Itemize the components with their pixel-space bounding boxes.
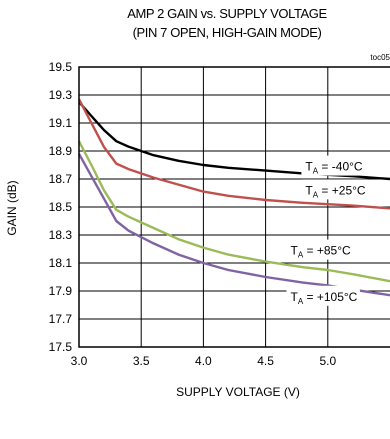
y-tick-label: 19.3 <box>49 88 73 102</box>
series-line-2 <box>77 140 390 283</box>
series-label-bg <box>286 285 360 306</box>
chart-note: toc05 <box>370 53 390 62</box>
series-labels: TA = -40°C TA = +25°C TA = +85°C TA = +105°… <box>286 155 369 306</box>
x-tick-label: 4.0 <box>195 354 212 368</box>
x-tick-label: 4.5 <box>257 354 274 368</box>
x-tick-label: 3.5 <box>133 354 150 368</box>
series-label-0: TA = -40°C <box>305 160 363 176</box>
y-tick-label: 18.3 <box>49 228 73 242</box>
chart-subtitle: (PIN 7 OPEN, HIGH-GAIN MODE) <box>133 25 322 40</box>
series-label-bg <box>301 179 369 200</box>
y-tick-label: 17.7 <box>49 312 73 326</box>
series-label-2: TA = +85°C <box>290 244 351 260</box>
series-label-3: TA = +105°C <box>290 290 357 306</box>
grid <box>79 67 390 347</box>
y-tick-label: 19.1 <box>49 116 73 130</box>
y-tick-labels: 19.5 19.3 19.1 18.9 18.7 18.5 18.3 18.1 17.9 17.7… <box>49 60 73 354</box>
y-tick-label: 18.9 <box>49 144 73 158</box>
y-tick-label: 18.7 <box>49 172 73 186</box>
y-axis-label: GAIN (dB) <box>5 180 19 235</box>
series-label-bg <box>286 239 354 260</box>
y-tick-label: 18.5 <box>49 200 73 214</box>
y-tick-label: 17.5 <box>49 340 73 354</box>
y-tick-label: 19.5 <box>49 60 73 74</box>
y-tick-label: 17.9 <box>49 284 73 298</box>
series-line-3 <box>77 153 390 297</box>
x-axis-label: SUPPLY VOLTAGE (V) <box>176 385 300 399</box>
y-tick-label: 18.1 <box>49 256 73 270</box>
axis-frame <box>78 66 390 348</box>
chart-title: AMP 2 GAIN vs. SUPPLY VOLTAGE <box>127 6 327 21</box>
x-tick-label: 3.0 <box>71 354 88 368</box>
plot-frame <box>78 66 390 348</box>
series-label-1: TA = +25°C <box>305 183 366 199</box>
x-tick-label: 5.0 <box>319 354 336 368</box>
series-label-bg <box>301 155 369 176</box>
series-line-1 <box>77 98 390 210</box>
x-tick-labels: 3.0 3.5 4.0 4.5 5.0 <box>71 354 337 368</box>
